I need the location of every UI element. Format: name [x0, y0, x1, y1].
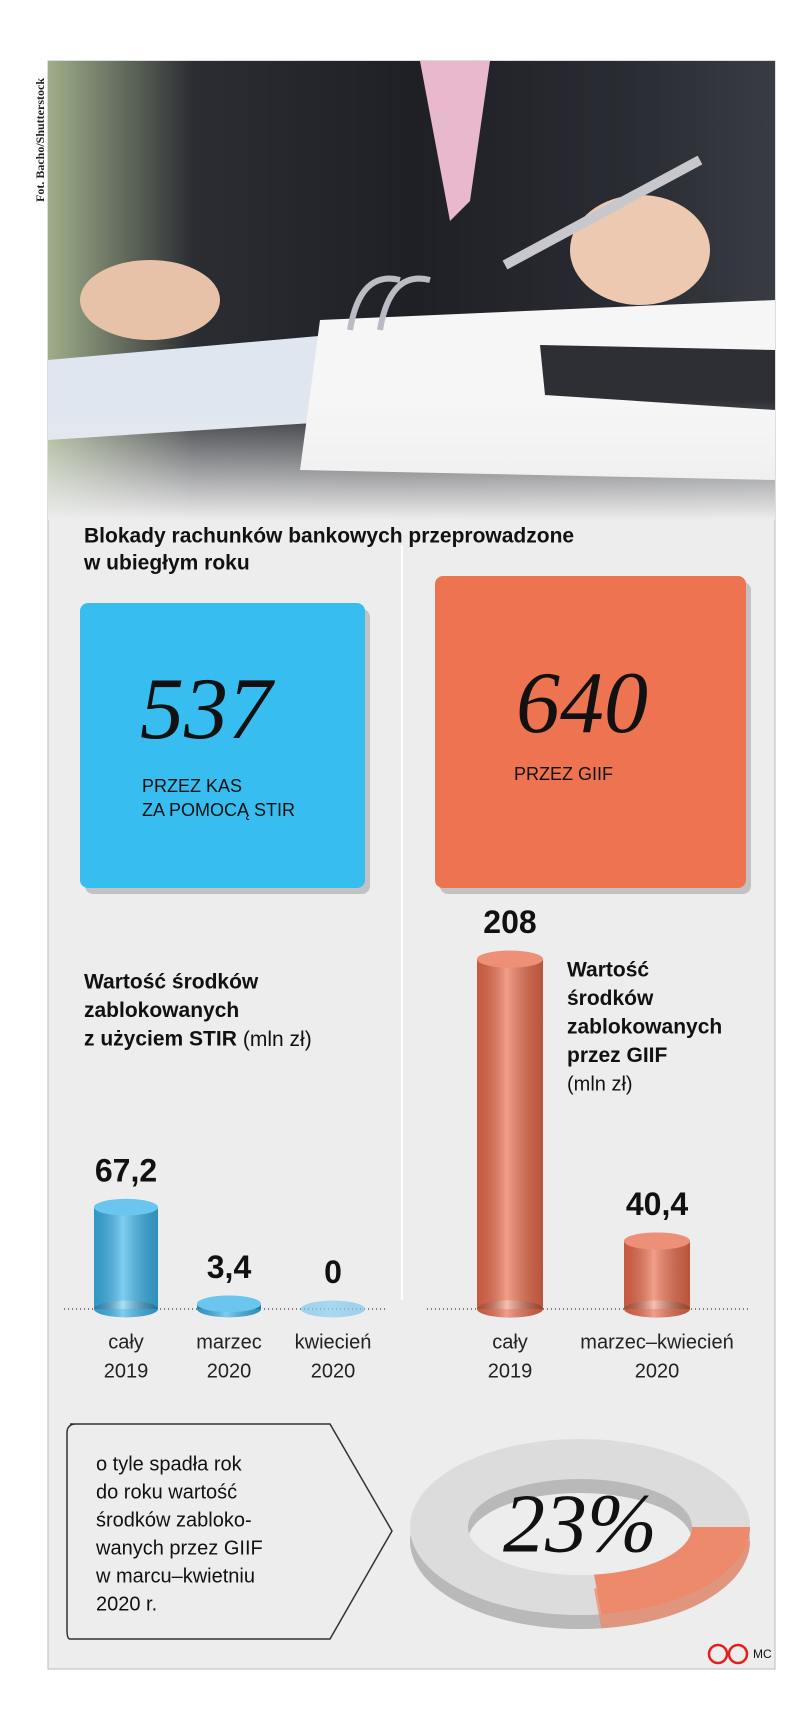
caption: w marcu–kwietniu	[95, 1565, 255, 1587]
value-label: 0	[324, 1254, 342, 1290]
caption: o tyle spadła rok	[96, 1453, 243, 1475]
donut-segment	[594, 1527, 750, 1615]
chart-title: zablokowanych	[567, 1016, 722, 1039]
stat-label: PRZEZ GIIF	[514, 764, 613, 784]
x-tick-label: 2020	[311, 1360, 356, 1382]
stat-box	[80, 603, 365, 888]
caption: 2020 r.	[96, 1593, 157, 1615]
headline: Blokady rachunków bankowych przeprowadzo…	[84, 525, 574, 548]
x-tick-label: 2020	[635, 1360, 680, 1382]
chart-unit: (mln zł)	[243, 1028, 312, 1051]
caption: wanych przez GIIF	[95, 1537, 263, 1559]
bar-bottom-shine	[624, 1300, 690, 1318]
caption: środków zabloko-	[96, 1509, 252, 1531]
content: Blokady rachunków bankowych przeprowadzo…	[64, 525, 772, 1665]
chart-title: środków	[567, 987, 654, 1010]
bar-bottom-shine	[301, 1300, 365, 1318]
bar-top-shine	[197, 1295, 261, 1313]
bar-top-shine	[94, 1198, 158, 1216]
photo-credit: Fot. Bacho/Shutterstock	[33, 78, 47, 202]
chart-title: przez GIIF	[567, 1044, 668, 1067]
bar-top-shine	[624, 1232, 690, 1250]
stat-box	[435, 576, 746, 888]
x-tick-label: 2019	[104, 1360, 149, 1382]
logo-c	[707, 1643, 729, 1665]
bar-top-shine	[477, 950, 543, 968]
logo-p	[727, 1643, 749, 1665]
bar-bottom-shine	[94, 1300, 158, 1318]
photo	[48, 61, 775, 520]
logo-text: MC	[753, 1647, 772, 1661]
x-tick-label: marzec	[196, 1331, 262, 1353]
x-tick-label: 2020	[207, 1360, 252, 1382]
x-tick-label: cały	[492, 1331, 528, 1353]
value-label: 40,4	[626, 1186, 688, 1222]
x-tick-label: marzec–kwiecień	[580, 1331, 733, 1353]
bar-shine	[477, 959, 543, 1309]
value-label: 3,4	[207, 1249, 252, 1285]
value-label: 208	[483, 904, 536, 940]
bar-top	[197, 1295, 261, 1313]
callout	[66, 1423, 393, 1640]
chart-title: z użyciem STIR (mln zł)	[84, 1028, 312, 1051]
x-tick-label: kwiecień	[295, 1331, 372, 1353]
bar-top	[94, 1198, 158, 1216]
caption: do roku wartość	[96, 1481, 237, 1503]
chart-title: zablokowanych	[84, 999, 239, 1022]
stat-label: ZA POMOCĄ STIR	[142, 800, 295, 820]
bar-top	[301, 1300, 365, 1318]
value-label: 67,2	[95, 1152, 157, 1188]
bar-top	[477, 950, 543, 968]
bar-top-shine	[301, 1300, 365, 1318]
headline: w ubiegłym roku	[83, 552, 250, 575]
stat-value: 537	[140, 661, 276, 758]
chart-title: Wartość	[567, 959, 649, 982]
stat-label: PRZEZ KAS	[142, 776, 242, 796]
x-tick-label: 2019	[488, 1360, 533, 1382]
bar-bottom-shine	[477, 1300, 543, 1318]
bar-shine	[94, 1207, 158, 1309]
bar-top	[624, 1232, 690, 1250]
stat-value: 640	[516, 655, 648, 752]
bar-shine	[624, 1241, 690, 1309]
donut-label: 23%	[503, 1477, 657, 1570]
x-tick-label: cały	[108, 1331, 144, 1353]
chart-unit: (mln zł)	[567, 1073, 633, 1095]
chart-title: Wartość środków	[84, 971, 259, 994]
